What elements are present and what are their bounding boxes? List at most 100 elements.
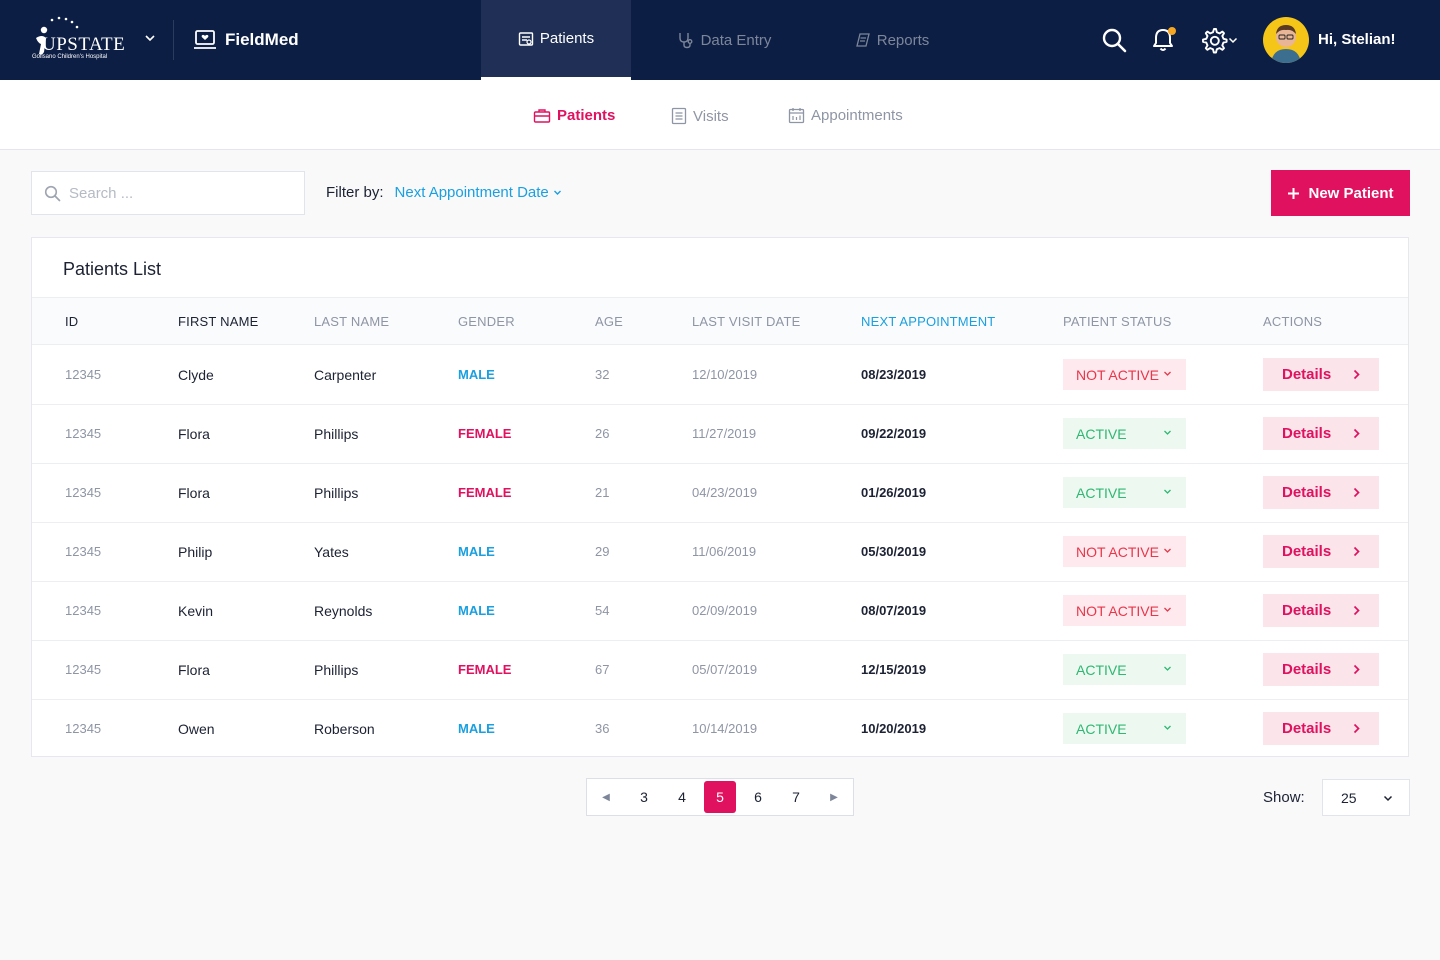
- chevron-right-icon: [1353, 723, 1360, 734]
- cell-next-appointment: 10/20/2019: [861, 721, 927, 736]
- search-icon: [44, 185, 61, 201]
- details-button[interactable]: Details: [1263, 594, 1379, 627]
- col-age[interactable]: AGE: [595, 314, 624, 329]
- nav-patients-label: Patients: [539, 30, 595, 47]
- page-size-select[interactable]: 25: [1322, 779, 1410, 816]
- next-page-button[interactable]: ▶: [830, 791, 838, 803]
- new-patient-button[interactable]: New Patient: [1271, 170, 1410, 216]
- nav-data-entry[interactable]: Data Entry: [631, 0, 817, 80]
- plus-icon: [1288, 187, 1300, 199]
- cell-first-name: Flora: [178, 426, 210, 442]
- page-button[interactable]: 7: [792, 789, 800, 805]
- cell-id: 12345: [65, 485, 102, 500]
- logo-figure-icon: [36, 16, 79, 55]
- prev-page-button[interactable]: ◀: [602, 791, 610, 803]
- details-button[interactable]: Details: [1263, 417, 1379, 450]
- page-button[interactable]: 6: [754, 789, 762, 805]
- nav-patients[interactable]: Patients: [481, 0, 631, 80]
- col-first-name[interactable]: FIRST NAME: [178, 314, 259, 329]
- cell-first-name: Owen: [178, 721, 215, 737]
- gear-icon: [1202, 28, 1228, 54]
- table-row: 12345 Flora Phillips FEMALE 21 04/23/2019 01/2…: [32, 464, 1408, 523]
- cell-next-appointment: 05/30/2019: [861, 544, 927, 559]
- details-label: Details: [1282, 425, 1332, 442]
- details-button[interactable]: Details: [1263, 476, 1379, 509]
- details-button[interactable]: Details: [1263, 653, 1379, 686]
- col-patient-status[interactable]: PATIENT STATUS: [1063, 314, 1172, 329]
- page-current[interactable]: 5: [704, 781, 736, 813]
- filter-control: Filter by: Next Appointment Date: [326, 184, 562, 201]
- chevron-down-icon: [1164, 548, 1171, 553]
- col-last-name[interactable]: LAST NAME: [314, 314, 390, 329]
- status-dropdown[interactable]: ACTIVE: [1063, 477, 1186, 508]
- nav-reports[interactable]: Reports: [817, 0, 967, 80]
- bell-icon: [1153, 29, 1173, 51]
- page-button[interactable]: 4: [678, 789, 686, 805]
- search-box[interactable]: [31, 171, 305, 215]
- cell-next-appointment: 12/15/2019: [861, 662, 927, 677]
- cell-gender: MALE: [458, 544, 495, 559]
- col-id[interactable]: ID: [65, 314, 79, 329]
- subnav-visits[interactable]: Visits: [671, 107, 729, 125]
- search-icon: [1102, 28, 1127, 53]
- details-label: Details: [1282, 366, 1332, 383]
- cell-next-appointment: 08/07/2019: [861, 603, 927, 618]
- details-label: Details: [1282, 602, 1332, 619]
- status-badge: NOT ACTIVE: [1076, 543, 1159, 560]
- cell-gender: FEMALE: [458, 662, 512, 677]
- hospital-logo[interactable]: UPSTATE Golisano Children's Hospital: [30, 16, 140, 64]
- status-dropdown[interactable]: ACTIVE: [1063, 713, 1186, 744]
- cell-last-name: Phillips: [314, 426, 359, 442]
- cell-id: 12345: [65, 367, 102, 382]
- status-badge: ACTIVE: [1076, 484, 1127, 501]
- subnav-appointments[interactable]: Appointments: [788, 107, 903, 124]
- col-next-appointment[interactable]: NEXT APPOINTMENT: [861, 314, 996, 329]
- user-avatar-icon: [1271, 25, 1301, 63]
- col-actions: ACTIONS: [1263, 314, 1323, 329]
- cell-age: 36: [595, 721, 610, 736]
- details-button[interactable]: Details: [1263, 358, 1379, 391]
- avatar[interactable]: [1263, 17, 1309, 63]
- details-button[interactable]: Details: [1263, 712, 1379, 745]
- col-gender[interactable]: GENDER: [458, 314, 515, 329]
- cell-gender: MALE: [458, 367, 495, 382]
- chevron-down-icon[interactable]: [144, 32, 156, 44]
- chevron-right-icon: [1353, 369, 1360, 380]
- notifications-button[interactable]: [1149, 26, 1177, 54]
- filter-dropdown[interactable]: Next Appointment Date: [395, 184, 562, 201]
- status-badge: ACTIVE: [1076, 425, 1127, 442]
- cell-last-visit: 05/07/2019: [692, 662, 758, 677]
- status-dropdown[interactable]: NOT ACTIVE: [1063, 359, 1186, 390]
- col-last-visit[interactable]: LAST VISIT DATE: [692, 314, 801, 329]
- new-patient-label: New Patient: [1308, 184, 1394, 202]
- details-label: Details: [1282, 661, 1332, 678]
- page-size-value: 25: [1341, 789, 1357, 806]
- status-dropdown[interactable]: NOT ACTIVE: [1063, 595, 1186, 626]
- main-nav: Patients Data Entry Reports: [481, 0, 967, 80]
- table-row: 12345 Clyde Carpenter MALE 32 12/10/2019 08/23…: [32, 346, 1408, 405]
- page-button[interactable]: 3: [640, 789, 648, 805]
- details-label: Details: [1282, 720, 1332, 737]
- chevron-down-icon: [1383, 795, 1393, 802]
- cell-last-visit: 11/06/2019: [692, 544, 757, 559]
- table-row: 12345 Owen Roberson MALE 36 10/14/2019 10/20/2…: [32, 700, 1408, 759]
- chevron-down-icon: [553, 190, 561, 195]
- details-button[interactable]: Details: [1263, 535, 1379, 568]
- subnav-patients[interactable]: Patients: [533, 107, 615, 124]
- filter-value: Next Appointment Date: [394, 184, 549, 201]
- cell-gender: FEMALE: [458, 485, 512, 500]
- user-greeting[interactable]: Hi, Stelian!: [1318, 31, 1396, 48]
- settings-button[interactable]: [1197, 26, 1241, 54]
- briefcase-icon: [533, 108, 551, 123]
- search-button[interactable]: [1100, 26, 1128, 54]
- status-dropdown[interactable]: NOT ACTIVE: [1063, 536, 1186, 567]
- status-dropdown[interactable]: ACTIVE: [1063, 654, 1186, 685]
- app-name[interactable]: FieldMed: [193, 28, 299, 52]
- nav-reports-label: Reports: [876, 31, 930, 49]
- page-list: 3 4 5 6 7: [625, 779, 815, 815]
- cell-first-name: Flora: [178, 662, 210, 678]
- table-row: 12345 Kevin Reynolds MALE 54 02/09/2019 08/07/…: [32, 582, 1408, 641]
- status-dropdown[interactable]: ACTIVE: [1063, 418, 1186, 449]
- search-input[interactable]: [69, 184, 289, 202]
- subnav-patients-label: Patients: [557, 107, 616, 124]
